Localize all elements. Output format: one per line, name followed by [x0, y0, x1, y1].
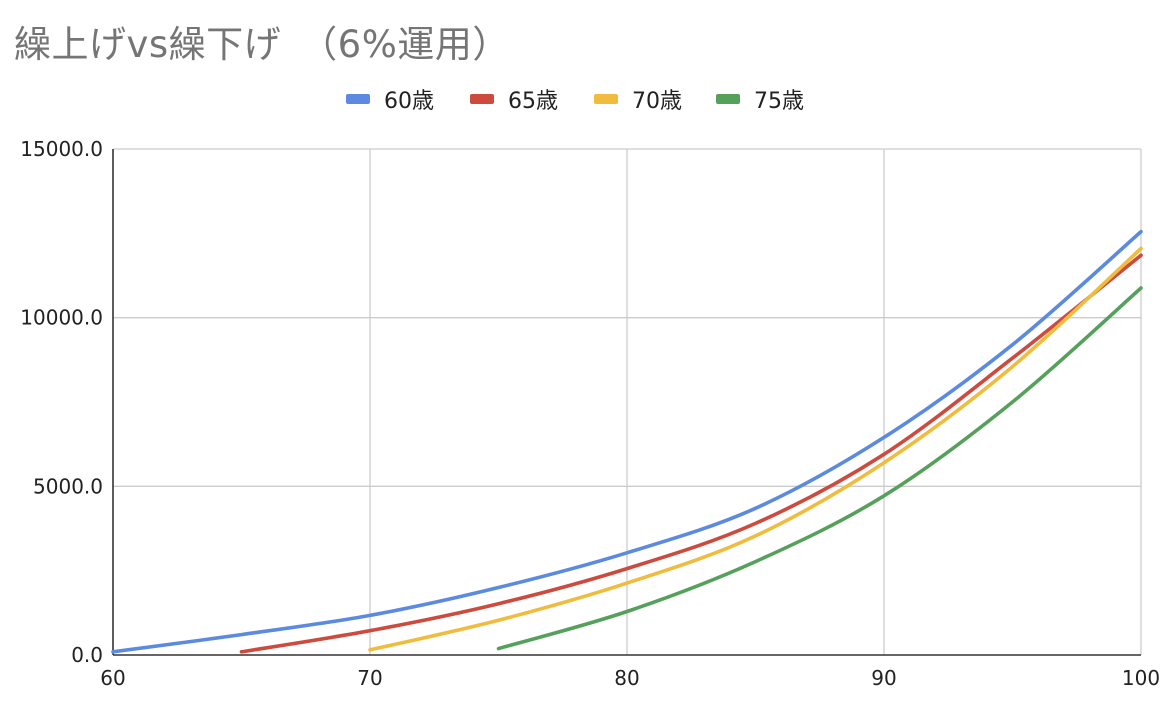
y-tick-label: 10000.0: [20, 306, 103, 330]
legend-swatch-70: [594, 94, 618, 104]
y-tick-label: 0.0: [71, 643, 103, 667]
legend-swatch-65: [470, 94, 494, 104]
legend-label-60: 60歳: [384, 89, 434, 114]
series-line-1: [111, 229, 1143, 654]
y-tick-label: 15000.0: [20, 137, 103, 161]
x-tick-label: 90: [871, 666, 896, 690]
x-tick-label: 70: [357, 666, 382, 690]
legend-item-70[interactable]: 70歳: [594, 84, 682, 114]
chart-title: 繰上げvs繰下げ （6%運用）: [14, 23, 510, 66]
series-line-4: [496, 286, 1143, 651]
series-line-2: [239, 253, 1143, 654]
legend-item-65[interactable]: 65歳: [470, 84, 558, 114]
legend-label-65: 65歳: [508, 89, 558, 114]
x-tick-label: 80: [614, 666, 639, 690]
legend-label-75: 75歳: [754, 89, 804, 114]
legend-label-70: 70歳: [632, 89, 682, 114]
x-tick-label: 100: [1122, 666, 1160, 690]
x-tick-label: 60: [100, 666, 125, 690]
legend-swatch-60: [346, 94, 370, 104]
series-line-3: [368, 246, 1143, 652]
y-tick-label: 5000.0: [33, 474, 103, 498]
legend-item-75[interactable]: 75歳: [716, 84, 804, 114]
chart-legend: 60歳 65歳 70歳 75歳: [0, 84, 1170, 114]
legend-item-60[interactable]: 60歳: [346, 84, 434, 114]
legend-swatch-75: [716, 94, 740, 104]
